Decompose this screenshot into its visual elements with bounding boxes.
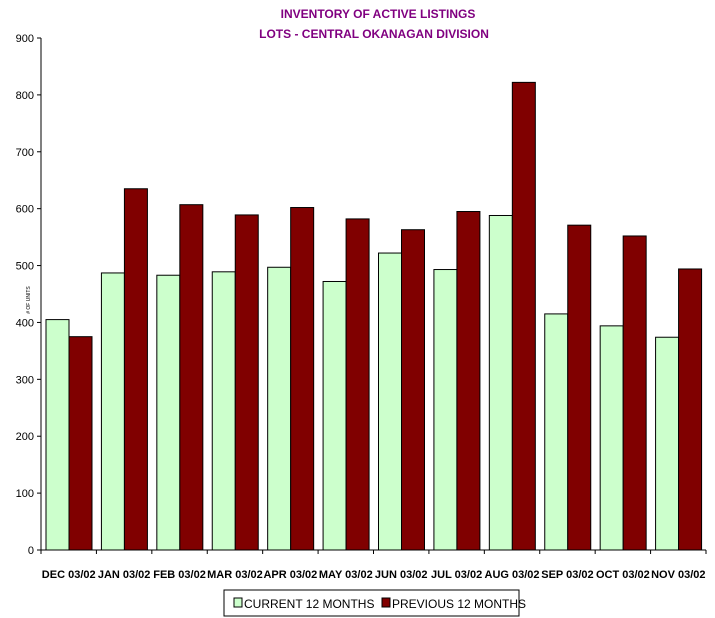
- bar-current-11: [655, 336, 680, 551]
- y-tick-label-9: 900: [16, 33, 34, 45]
- y-tick-label-0: 0: [28, 545, 34, 557]
- bar-current-0: [45, 319, 70, 551]
- y-tick-label-2: 200: [16, 431, 34, 443]
- bar-current-4: [267, 266, 292, 551]
- legend: CURRENT 12 MONTHS PREVIOUS 12 MONTHS: [223, 589, 526, 617]
- y-tick-label-4: 400: [16, 317, 34, 329]
- x-tick-label-2: FEB 03/02: [153, 569, 206, 581]
- bar-previous-1: [123, 188, 148, 551]
- x-tick-label-3: MAR 03/02: [207, 569, 263, 581]
- bar-previous-6: [401, 229, 425, 551]
- y-axis-label: # OF UNITS: [26, 286, 32, 314]
- y-tick-label-1: 100: [16, 488, 34, 500]
- legend-swatch-previous: [381, 597, 391, 608]
- bar-current-2: [156, 274, 181, 551]
- y-tick-label-8: 800: [16, 90, 34, 102]
- bar-current-8: [488, 214, 513, 551]
- y-tick-label-3: 300: [16, 374, 34, 386]
- chart-subtitle: LOTS - CENTRAL OKANAGAN DIVISION: [259, 27, 489, 41]
- bars-group: [45, 81, 703, 551]
- bar-previous-7: [456, 211, 481, 551]
- legend-label-previous: PREVIOUS 12 MONTHS: [392, 597, 526, 611]
- bar-current-10: [599, 325, 624, 551]
- x-tick-label-8: AUG 03/02: [485, 569, 540, 581]
- x-tick-label-7: JUL 03/02: [431, 569, 482, 581]
- bar-previous-9: [567, 224, 592, 551]
- bar-previous-2: [179, 204, 204, 551]
- y-tick-label-7: 700: [16, 147, 34, 159]
- x-tick-label-9: SEP 03/02: [541, 569, 593, 581]
- bar-previous-3: [234, 214, 259, 551]
- bar-previous-10: [622, 235, 647, 551]
- bar-previous-8: [511, 81, 536, 551]
- bar-current-9: [544, 313, 569, 551]
- bar-previous-11: [678, 268, 703, 551]
- bar-previous-0: [68, 336, 93, 551]
- bar-current-3: [211, 271, 236, 551]
- y-tick-label-5: 500: [16, 261, 34, 273]
- bar-previous-5: [345, 218, 370, 551]
- bar-previous-4: [290, 207, 315, 551]
- legend-label-current: CURRENT 12 MONTHS: [244, 597, 374, 611]
- x-tick-label-10: OCT 03/02: [596, 569, 650, 581]
- y-tick-label-6: 600: [16, 204, 34, 216]
- bar-current-5: [322, 280, 347, 551]
- bar-current-7: [433, 269, 458, 551]
- chart-title: INVENTORY OF ACTIVE LISTINGS: [281, 7, 476, 21]
- x-tick-label-5: MAY 03/02: [319, 569, 373, 581]
- x-tick-label-11: NOV 03/02: [651, 569, 705, 581]
- legend-swatch-current: [233, 597, 243, 608]
- axes-group: 0 100 200 300 400 500 600 700 800 900 DEC 03/02 JAN…: [16, 33, 707, 581]
- legend-box: [223, 589, 520, 617]
- bar-current-6: [378, 252, 402, 551]
- x-tick-label-0: DEC 03/02: [42, 569, 96, 581]
- x-tick-label-6: JUN 03/02: [375, 569, 428, 581]
- bar-current-1: [100, 272, 125, 551]
- x-tick-label-1: JAN 03/02: [98, 569, 151, 581]
- x-tick-label-4: APR 03/02: [263, 569, 317, 581]
